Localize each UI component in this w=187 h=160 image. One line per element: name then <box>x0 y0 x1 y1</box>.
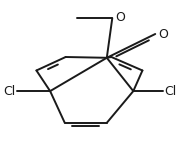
Text: O: O <box>115 11 125 24</box>
Text: Cl: Cl <box>164 85 177 98</box>
Text: Cl: Cl <box>3 85 15 98</box>
Text: O: O <box>158 28 168 40</box>
